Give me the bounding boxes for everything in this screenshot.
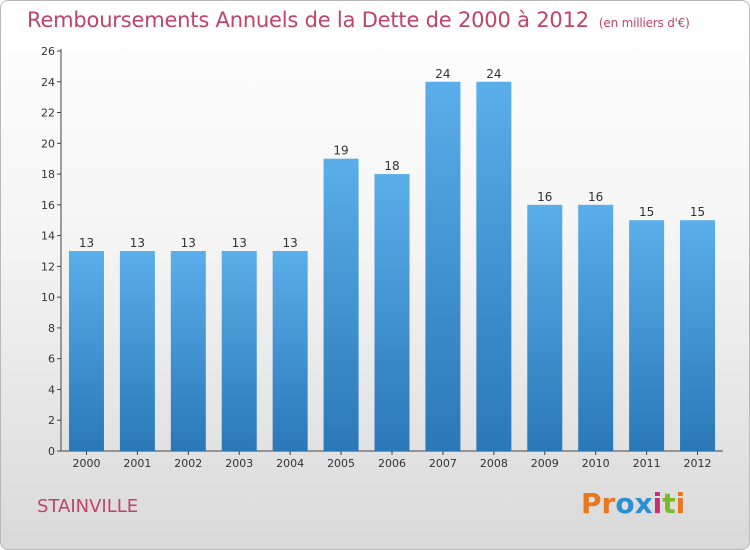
bar[interactable] [527,204,563,451]
bar[interactable] [476,81,512,452]
y-tick-label: 14 [41,230,55,243]
bar[interactable] [221,251,257,451]
bar-value-label: 16 [537,190,552,204]
x-tick-label: 2002 [174,457,202,470]
bar[interactable] [629,220,665,451]
x-tick-label: 2010 [582,457,610,470]
x-tick-label: 2012 [684,457,712,470]
bar-value-label: 13 [283,236,298,250]
bar[interactable] [578,204,614,451]
bar-value-label: 13 [130,236,145,250]
bar[interactable] [272,251,308,451]
y-tick-label: 16 [41,199,55,212]
bar[interactable] [170,251,206,451]
y-tick-label: 20 [41,137,55,150]
x-tick-label: 2009 [531,457,559,470]
x-tick-label: 2006 [378,457,406,470]
bar-value-label: 15 [690,205,705,219]
proxiti-logo[interactable]: Proxiti [581,487,685,520]
logo-letter: x [634,487,653,520]
x-tick-label: 2005 [327,457,355,470]
bar-value-label: 15 [639,205,654,219]
y-tick-label: 8 [48,322,55,335]
x-tick-label: 2007 [429,457,457,470]
logo-letter: i [652,487,663,520]
x-tick-label: 2008 [480,457,508,470]
bar-value-label: 19 [333,144,348,158]
logo-letter: t [662,487,676,520]
bar-value-label: 13 [79,236,94,250]
y-tick-label: 2 [48,414,55,427]
y-tick-label: 24 [41,76,55,89]
x-tick-label: 2003 [225,457,253,470]
y-tick-label: 22 [41,107,55,120]
bars [68,81,716,452]
bar-value-label: 13 [181,236,196,250]
bar[interactable] [680,220,716,451]
x-tick-label: 2000 [72,457,100,470]
bar-value-label: 16 [588,190,603,204]
y-tick-label: 26 [41,45,55,58]
logo-letter: o [615,487,635,520]
y-tick-label: 10 [41,291,55,304]
chart-subtitle: (en milliers d'€) [598,16,690,30]
logo-letter: P [581,487,602,520]
bar[interactable] [374,174,410,452]
logo-letter: i [675,487,686,520]
chart-title-text: Remboursements Annuels de la Dette de 20… [27,8,589,32]
y-tick-label: 0 [48,445,55,458]
bar-value-label: 24 [435,67,450,81]
bar[interactable] [119,251,155,451]
x-tick-label: 2004 [276,457,304,470]
y-tick-label: 12 [41,260,55,273]
town-name: STAINVILLE [37,496,139,517]
y-tick-label: 18 [41,168,55,181]
y-tick-label: 6 [48,353,55,366]
bar-value-label: 13 [232,236,247,250]
logo-letter: r [601,487,616,520]
chart-title: Remboursements Annuels de la Dette de 20… [27,8,690,32]
bar[interactable] [425,81,461,452]
bar[interactable] [68,251,104,451]
y-tick-label: 4 [48,383,55,396]
value-labels: 13 2000 13 2001 13 2002 13 2003 13 2004 19 2005 18 20… [72,67,711,470]
x-tick-label: 2011 [633,457,661,470]
bar-value-label: 24 [486,67,501,81]
x-tick-label: 2001 [123,457,151,470]
bar[interactable] [323,158,359,451]
bar-value-label: 18 [384,159,399,173]
